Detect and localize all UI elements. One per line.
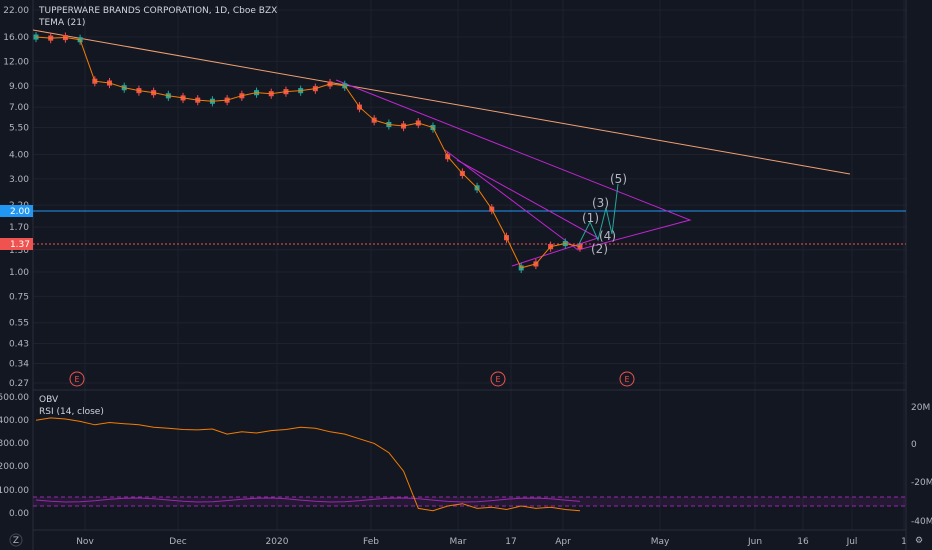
obv-left-axis[interactable]: 500.00 400.00 300.00 200.00 100.00 0.00	[0, 393, 29, 519]
price-tick-label: 4.00	[9, 151, 29, 161]
obv-tick-label: 500.00	[0, 393, 29, 403]
obv-legend[interactable]: OBV	[39, 395, 59, 405]
candle-body	[577, 244, 583, 250]
price-tick-label: 9.00	[9, 82, 29, 92]
earnings-marker-circle	[69, 371, 85, 387]
earnings-marker[interactable]: E	[619, 371, 635, 387]
obv-tick-label: 400.00	[0, 416, 29, 426]
price-tick-label: 16.00	[3, 33, 29, 43]
wave-projection-line[interactable]	[577, 183, 619, 247]
obv-tick-label: 0.00	[9, 509, 29, 519]
time-tick-label: Dec	[169, 537, 186, 547]
price-tick-label: 22.00	[3, 6, 29, 16]
zoom-reset-ring	[9, 533, 23, 547]
last-price-tag-bg	[0, 238, 33, 250]
gear-icon: ⚙	[915, 536, 923, 546]
symbol-title[interactable]: TUPPERWARE BRANDS CORPORATION, 1D, Cboe …	[38, 6, 277, 16]
obv-right-axis[interactable]: 20M 0 -20M -40M	[911, 403, 932, 527]
wave-label-2: (2)	[591, 242, 608, 256]
price-tick-label: 0.43	[9, 340, 29, 350]
price-tick-label: 5.50	[9, 124, 29, 134]
tema-legend[interactable]: TEMA (21)	[38, 18, 85, 28]
price-tick-label: 1.30	[9, 246, 29, 256]
obv-right-tick-label: -40M	[911, 517, 932, 527]
obv-tick-label: 100.00	[0, 486, 29, 496]
price-tick-label: 0.75	[9, 292, 29, 302]
earnings-marker[interactable]: E	[490, 371, 506, 387]
time-tick-label: 1	[901, 537, 907, 547]
time-tick-label: Feb	[363, 537, 379, 547]
price-tick-label: 1.70	[9, 223, 29, 233]
time-tick-label: 17	[505, 537, 516, 547]
time-tick-label: Mar	[450, 537, 467, 547]
price-tick-label: 12.00	[3, 57, 29, 67]
price-tick-label: 0.27	[9, 379, 29, 389]
long-trendline[interactable]	[32, 29, 851, 175]
time-tick-label: Jul	[846, 537, 858, 547]
time-tick-label: Jun	[747, 537, 762, 547]
triangle-pattern-large[interactable]	[335, 79, 692, 251]
price-tick-label: 3.00	[9, 175, 29, 185]
price-tick-label: 1.00	[9, 268, 29, 278]
earnings-marker-label: E	[624, 375, 629, 384]
obv-right-tick-label: 20M	[911, 403, 930, 413]
price-tick-label: 7.00	[9, 103, 29, 113]
time-tick-label: 16	[797, 537, 809, 547]
time-tick-label: May	[651, 537, 670, 547]
price-tick-label: 0.55	[9, 319, 29, 329]
earnings-marker-label: E	[74, 375, 79, 384]
level-price-tag-bg	[0, 205, 33, 217]
time-tick-label: Nov	[76, 537, 94, 547]
rsi-line	[35, 497, 581, 503]
wave-label-1: (1)	[582, 211, 599, 225]
tema-line	[35, 36, 581, 269]
settings-button[interactable]: ⚙	[915, 536, 923, 546]
earnings-marker[interactable]: E	[69, 371, 85, 387]
obv-tick-label: 200.00	[0, 462, 29, 472]
earnings-marker-label: E	[495, 375, 500, 384]
last-price-tag: 1.37	[0, 238, 33, 250]
wave-label-5: (5)	[610, 172, 627, 186]
zoom-reset-button[interactable]: Z	[9, 533, 23, 547]
earnings-marker-circle	[619, 371, 635, 387]
level-price-tag: 2.00	[0, 205, 33, 217]
wave-label-3: (3)	[592, 196, 609, 210]
price-tick-label: 0.34	[9, 359, 29, 369]
price-axis[interactable]: 22.0016.0012.009.007.005.504.003.002.201…	[3, 6, 29, 389]
wave-label-4: (4)	[599, 229, 616, 243]
level-price-tag-label: 2.00	[10, 207, 30, 217]
rsi-legend[interactable]: RSI (14, close)	[39, 407, 104, 417]
obv-right-tick-label: 0	[911, 440, 917, 450]
obv-tick-label: 300.00	[0, 439, 29, 449]
obv-line	[35, 417, 581, 512]
time-tick-label: 2020	[266, 537, 289, 547]
time-tick-label: Apr	[555, 537, 571, 547]
obv-right-tick-label: -20M	[911, 478, 932, 488]
earnings-marker-circle	[490, 371, 506, 387]
time-axis[interactable]: Nov Dec 2020 Feb Mar 17 Apr May Jun 16 Jul 1	[76, 537, 907, 547]
zoom-reset-label: Z	[13, 536, 19, 546]
last-price-tag-label: 1.37	[10, 240, 30, 250]
